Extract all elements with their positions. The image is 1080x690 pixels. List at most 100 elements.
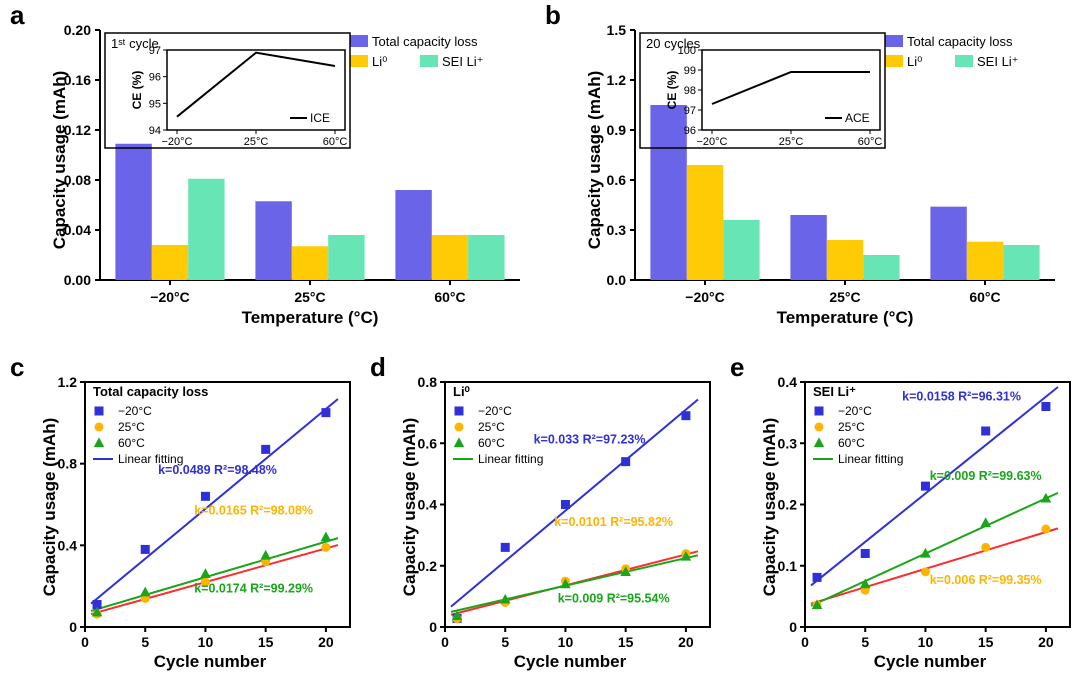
- svg-text:0.00: 0.00: [64, 272, 91, 288]
- svg-text:k=0.0489 R²=98.48%: k=0.0489 R²=98.48%: [158, 463, 277, 477]
- svg-text:Linear fitting: Linear fitting: [478, 452, 543, 466]
- svg-text:25°C: 25°C: [478, 420, 505, 434]
- svg-text:k=0.006 R²=99.35%: k=0.006 R²=99.35%: [930, 573, 1042, 587]
- svg-text:0.4: 0.4: [418, 497, 438, 513]
- panel-a-label: a: [10, 0, 24, 31]
- svg-text:0.20: 0.20: [64, 22, 91, 38]
- chart-a: 0.000.040.080.120.160.20−20°C25°C60°CTot…: [10, 0, 540, 340]
- svg-text:98: 98: [684, 85, 696, 97]
- svg-text:0.3: 0.3: [778, 435, 798, 451]
- svg-text:20: 20: [678, 634, 694, 650]
- svg-text:−20°C: −20°C: [685, 289, 724, 305]
- chart-c: 0510152000.40.81.2Total capacity loss−20…: [10, 352, 360, 682]
- svg-text:0.4: 0.4: [778, 374, 798, 390]
- panel-d-label: d: [370, 352, 386, 383]
- svg-text:10: 10: [558, 634, 574, 650]
- panel-e-xlabel: Cycle number: [850, 652, 1010, 672]
- svg-text:0: 0: [81, 634, 89, 650]
- svg-text:−20°C: −20°C: [161, 136, 192, 148]
- svg-text:−20°C: −20°C: [696, 136, 727, 148]
- svg-text:0.1: 0.1: [778, 558, 798, 574]
- panel-c-xlabel: Cycle number: [130, 652, 290, 672]
- svg-text:ICE: ICE: [310, 111, 330, 125]
- svg-text:0: 0: [69, 619, 77, 635]
- svg-text:SEI Li⁺: SEI Li⁺: [813, 384, 856, 399]
- svg-text:k=0.009 R²=99.63%: k=0.009 R²=99.63%: [930, 469, 1042, 483]
- svg-text:Li⁰: Li⁰: [907, 54, 922, 69]
- svg-text:20: 20: [1038, 634, 1054, 650]
- chart-b: 0.00.30.60.91.21.5−20°C25°C60°CTotal cap…: [545, 0, 1075, 340]
- svg-text:96: 96: [149, 72, 161, 84]
- svg-text:1.2: 1.2: [58, 374, 78, 390]
- svg-text:0.6: 0.6: [607, 172, 627, 188]
- panel-c-label: c: [10, 352, 24, 383]
- svg-text:25°C: 25°C: [779, 136, 804, 148]
- panel-a-ylabel: Capacity usage (mAh): [50, 60, 70, 260]
- svg-text:0.3: 0.3: [607, 222, 627, 238]
- svg-text:10: 10: [918, 634, 934, 650]
- svg-text:−20°C: −20°C: [838, 404, 872, 418]
- svg-text:100: 100: [678, 45, 696, 57]
- svg-text:0: 0: [429, 619, 437, 635]
- svg-text:k=0.0174 R²=99.29%: k=0.0174 R²=99.29%: [194, 581, 313, 595]
- svg-text:1.2: 1.2: [607, 72, 627, 88]
- svg-text:0.9: 0.9: [607, 122, 627, 138]
- svg-text:0: 0: [789, 619, 797, 635]
- svg-text:25°C: 25°C: [838, 420, 865, 434]
- chart-e: 0 5 10 15 20 0 0.1 0.2 0.3 0.4 SEI Li⁺ −20°C 25°C 60°…: [730, 352, 1080, 682]
- svg-text:60°C: 60°C: [478, 436, 505, 450]
- svg-text:0.0: 0.0: [607, 272, 627, 288]
- svg-text:15: 15: [978, 634, 994, 650]
- svg-text:15: 15: [618, 634, 634, 650]
- svg-text:25°C: 25°C: [118, 420, 145, 434]
- svg-text:96: 96: [684, 125, 696, 137]
- panel-b-ylabel: Capacity usage (mAh): [585, 60, 605, 260]
- svg-text:0.4: 0.4: [58, 537, 78, 553]
- svg-text:5: 5: [501, 634, 509, 650]
- svg-text:60°C: 60°C: [838, 436, 865, 450]
- svg-text:0.8: 0.8: [58, 456, 78, 472]
- svg-text:Total capacity loss: Total capacity loss: [372, 34, 478, 49]
- panel-d-ylabel: Capacity usage (mAh): [400, 407, 420, 607]
- svg-text:0: 0: [801, 634, 809, 650]
- panel-e: e Capacity usage (mAh) Cycle number 0510…: [730, 352, 1080, 682]
- svg-text:20: 20: [318, 634, 334, 650]
- svg-text:60°C: 60°C: [434, 289, 465, 305]
- svg-text:25°C: 25°C: [829, 289, 860, 305]
- svg-text:99: 99: [684, 65, 696, 77]
- svg-text:k=0.0165 R²=98.08%: k=0.0165 R²=98.08%: [194, 504, 313, 518]
- svg-text:97: 97: [684, 105, 696, 117]
- panel-e-ylabel: Capacity usage (mAh): [760, 407, 780, 607]
- svg-text:SEI Li⁺: SEI Li⁺: [977, 54, 1019, 69]
- svg-text:−20°C: −20°C: [118, 404, 152, 418]
- svg-text:1.5: 1.5: [607, 22, 627, 38]
- panel-b-label: b: [545, 0, 561, 31]
- panel-a: a Capacity usage (mAh) Temperature (°C) …: [10, 0, 540, 340]
- svg-text:10: 10: [198, 634, 214, 650]
- svg-text:−20°C: −20°C: [478, 404, 512, 418]
- svg-text:25°C: 25°C: [294, 289, 325, 305]
- svg-text:SEI Li⁺: SEI Li⁺: [442, 54, 484, 69]
- panel-a-xlabel: Temperature (°C): [210, 308, 410, 328]
- svg-text:Linear fitting: Linear fitting: [838, 452, 903, 466]
- svg-text:5: 5: [861, 634, 869, 650]
- svg-text:k=0.0101 R²=95.82%: k=0.0101 R²=95.82%: [554, 515, 673, 529]
- svg-text:0.2: 0.2: [418, 558, 438, 574]
- svg-text:Li⁰: Li⁰: [453, 384, 471, 399]
- panel-b-xlabel: Temperature (°C): [745, 308, 945, 328]
- svg-text:94: 94: [149, 125, 161, 137]
- svg-text:0.8: 0.8: [418, 374, 438, 390]
- svg-text:k=0.0158 R²=96.31%: k=0.0158 R²=96.31%: [902, 389, 1021, 403]
- svg-text:60°C: 60°C: [118, 436, 145, 450]
- svg-text:25°C: 25°C: [244, 136, 269, 148]
- svg-text:0.2: 0.2: [778, 497, 798, 513]
- svg-text:0.6: 0.6: [418, 435, 438, 451]
- chart-d: 0510152000.20.40.60.8Li⁰−20°C25°C60°CLin…: [370, 352, 720, 682]
- svg-text:k=0.033 R²=97.23%: k=0.033 R²=97.23%: [534, 432, 646, 446]
- svg-text:−20°C: −20°C: [150, 289, 189, 305]
- svg-text:ACE: ACE: [845, 111, 870, 125]
- panel-d-xlabel: Cycle number: [490, 652, 650, 672]
- svg-text:Total capacity loss: Total capacity loss: [93, 384, 208, 399]
- svg-text:k=0.009 R²=95.54%: k=0.009 R²=95.54%: [558, 592, 670, 606]
- svg-text:Total capacity loss: Total capacity loss: [907, 34, 1013, 49]
